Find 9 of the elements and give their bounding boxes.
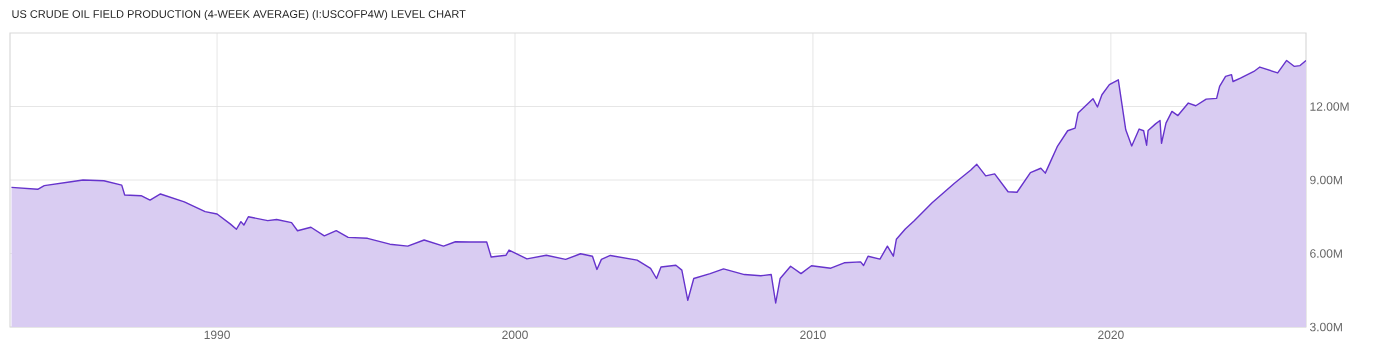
x-tick-label: 1990	[204, 330, 230, 340]
y-tick-label: 3.00M	[1309, 322, 1342, 332]
x-tick-label: 2010	[800, 330, 826, 340]
y-tick-label: 12.00M	[1310, 102, 1349, 111]
y-tick-label: 6.00M	[1310, 249, 1342, 258]
chart-title: US CRUDE OIL FIELD PRODUCTION (4-WEEK AVERAGE) (I:USCOFP4W) LEVEL CHART	[12, 9, 466, 21]
y-tick-label: 9.00M	[1310, 175, 1342, 185]
x-tick-label: 2000	[502, 330, 528, 340]
x-tick-label: 2020	[1098, 330, 1124, 340]
